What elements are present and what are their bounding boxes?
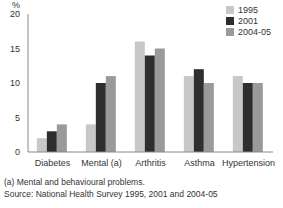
svg-text:Arthritis: Arthritis xyxy=(135,158,166,168)
svg-text:15: 15 xyxy=(10,44,20,54)
html-text:2004-05: 2004-05 xyxy=(238,26,271,37)
html-text:1995: 1995 xyxy=(238,4,258,15)
svg-text:20: 20 xyxy=(10,9,20,19)
svg-text:Mental (a): Mental (a) xyxy=(81,158,122,168)
html-text:2001: 2001 xyxy=(238,15,258,26)
svg-text:5: 5 xyxy=(15,113,20,123)
svg-text:Hypertension: Hypertension xyxy=(222,158,275,168)
svg-text:Asthma: Asthma xyxy=(184,158,215,168)
html-text:Source: National Health Survey: Source: National Health Survey 1995, 200… xyxy=(4,189,218,199)
svg-text:Diabetes: Diabetes xyxy=(35,158,71,168)
svg-text:0: 0 xyxy=(15,147,20,157)
html-text:(a) Mental and behavioural pro: (a) Mental and behavioural problems. xyxy=(4,177,145,187)
svg-text:10: 10 xyxy=(10,78,20,88)
